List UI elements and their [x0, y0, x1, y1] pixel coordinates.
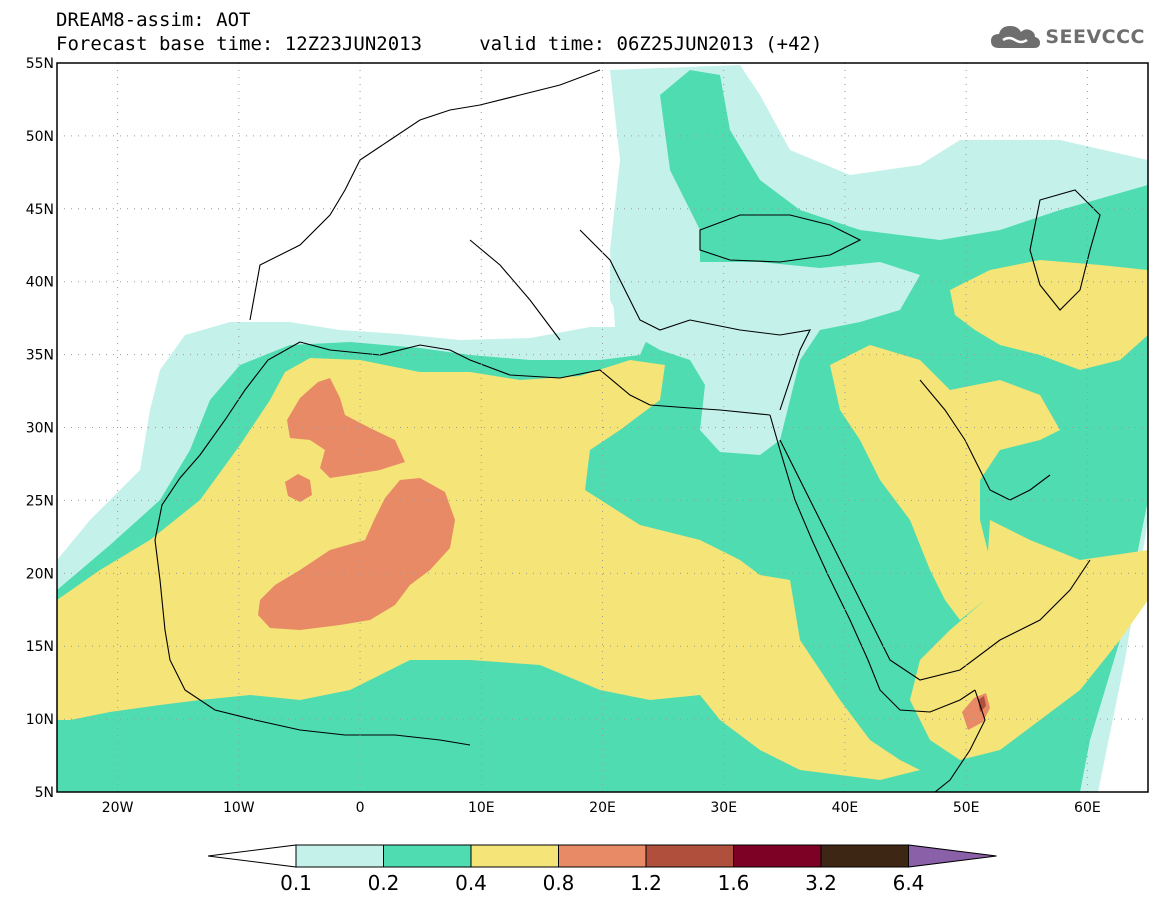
lon-tick-label: 40E: [832, 800, 859, 816]
lat-tick-label: 20N: [26, 566, 54, 582]
lat-tick-label: 55N: [26, 56, 54, 72]
aot-band-0-8-south: [258, 478, 455, 630]
lat-tick-label: 25N: [26, 493, 54, 509]
colorbar-label: 1.6: [718, 871, 750, 895]
colorbar-label: 1.2: [630, 871, 662, 895]
lat-tick-label: 15N: [26, 639, 54, 655]
colorbar-labels: 0.1 0.2 0.4 0.8 1.2 1.6 3.2 6.4: [280, 871, 924, 895]
coastlines: [154, 69, 1101, 792]
lon-tick-labels: 20W 10W 0 10E 20E 30E 40E 50E 60E: [102, 800, 1101, 816]
coastline-caspian: [1029, 189, 1101, 311]
aot-colorbar: [207, 844, 997, 868]
aot-band-0-4-africa: [57, 358, 920, 780]
colorbar-label: 0.2: [368, 871, 400, 895]
colorbar-swatch: [295, 844, 384, 868]
aot-band-0-4-persia: [950, 260, 1148, 370]
colorbar-swatch: [470, 844, 559, 868]
colorbar-swatch: [820, 844, 909, 868]
colorbar-label: 3.2: [805, 871, 837, 895]
aot-fields: [57, 65, 1148, 792]
lon-tick-label: 50E: [953, 800, 980, 816]
coastline-arabia: [779, 439, 1091, 681]
forecast-time-line: Forecast base time: 12Z23JUN2013 valid t…: [56, 33, 823, 55]
aot-band-0-8-north: [287, 378, 405, 478]
coastline-horn: [934, 689, 986, 792]
map-frame: [56, 62, 1149, 793]
coastline-gulf: [919, 379, 1051, 501]
seevccc-logo: SEEVCCC: [989, 22, 1145, 52]
lat-tick-label: 10N: [26, 712, 54, 728]
coastline-europe: [249, 69, 601, 321]
lat-tick-label: 40N: [26, 275, 54, 291]
colorbar-high-arrow: [908, 844, 997, 868]
lat-tick-label: 45N: [26, 202, 54, 218]
coastline-north-africa: [299, 341, 771, 416]
lon-tick-label: 60E: [1074, 800, 1101, 816]
lon-tick-label: 10W: [223, 800, 255, 816]
colorbar-low-arrow: [207, 844, 297, 868]
colorbar-swatch: [558, 844, 647, 868]
lat-tick-label: 30N: [26, 421, 54, 437]
aot-band-0-8-small: [285, 474, 312, 502]
coastline-west-africa: [154, 341, 471, 746]
aot-band-0-4-arabia: [830, 345, 1060, 620]
lon-tick-label: 30E: [710, 800, 737, 816]
lon-tick-label: 20E: [589, 800, 616, 816]
coastline-italy: [469, 239, 561, 341]
aot-band-1-2-somalia: [978, 696, 986, 712]
map-title: DREAM8-assim: AOT: [56, 9, 251, 31]
coastline-balkans-greece: [579, 229, 691, 331]
colorbar-swatch: [645, 844, 734, 868]
logo-text: SEEVCCC: [1045, 26, 1145, 48]
coastline-turkey: [689, 319, 811, 411]
lon-tick-label: 0: [356, 800, 365, 816]
lat-tick-label: 35N: [26, 348, 54, 364]
colorbar-label: 0.1: [280, 871, 312, 895]
colorbar-swatch: [383, 844, 472, 868]
lat-tick-label: 50N: [26, 129, 54, 145]
coastline-black-sea: [699, 214, 862, 263]
aot-band-0-4-arabian-sea: [910, 520, 1148, 760]
lat-tick-labels: 55N 50N 45N 40N 35N 30N 25N 20N 15N 10N 5N: [26, 56, 54, 801]
graticule: [57, 63, 1148, 792]
colorbar-swatch: [733, 844, 822, 868]
lon-tick-label: 10E: [468, 800, 495, 816]
coastline-red-sea: [769, 414, 976, 713]
colorbar-label: 0.8: [543, 871, 575, 895]
lat-tick-label: 5N: [35, 785, 54, 801]
cloud-icon: [991, 26, 1041, 48]
lon-tick-label: 20W: [102, 800, 134, 816]
colorbar-label: 6.4: [893, 871, 925, 895]
colorbar-label: 0.4: [455, 871, 487, 895]
